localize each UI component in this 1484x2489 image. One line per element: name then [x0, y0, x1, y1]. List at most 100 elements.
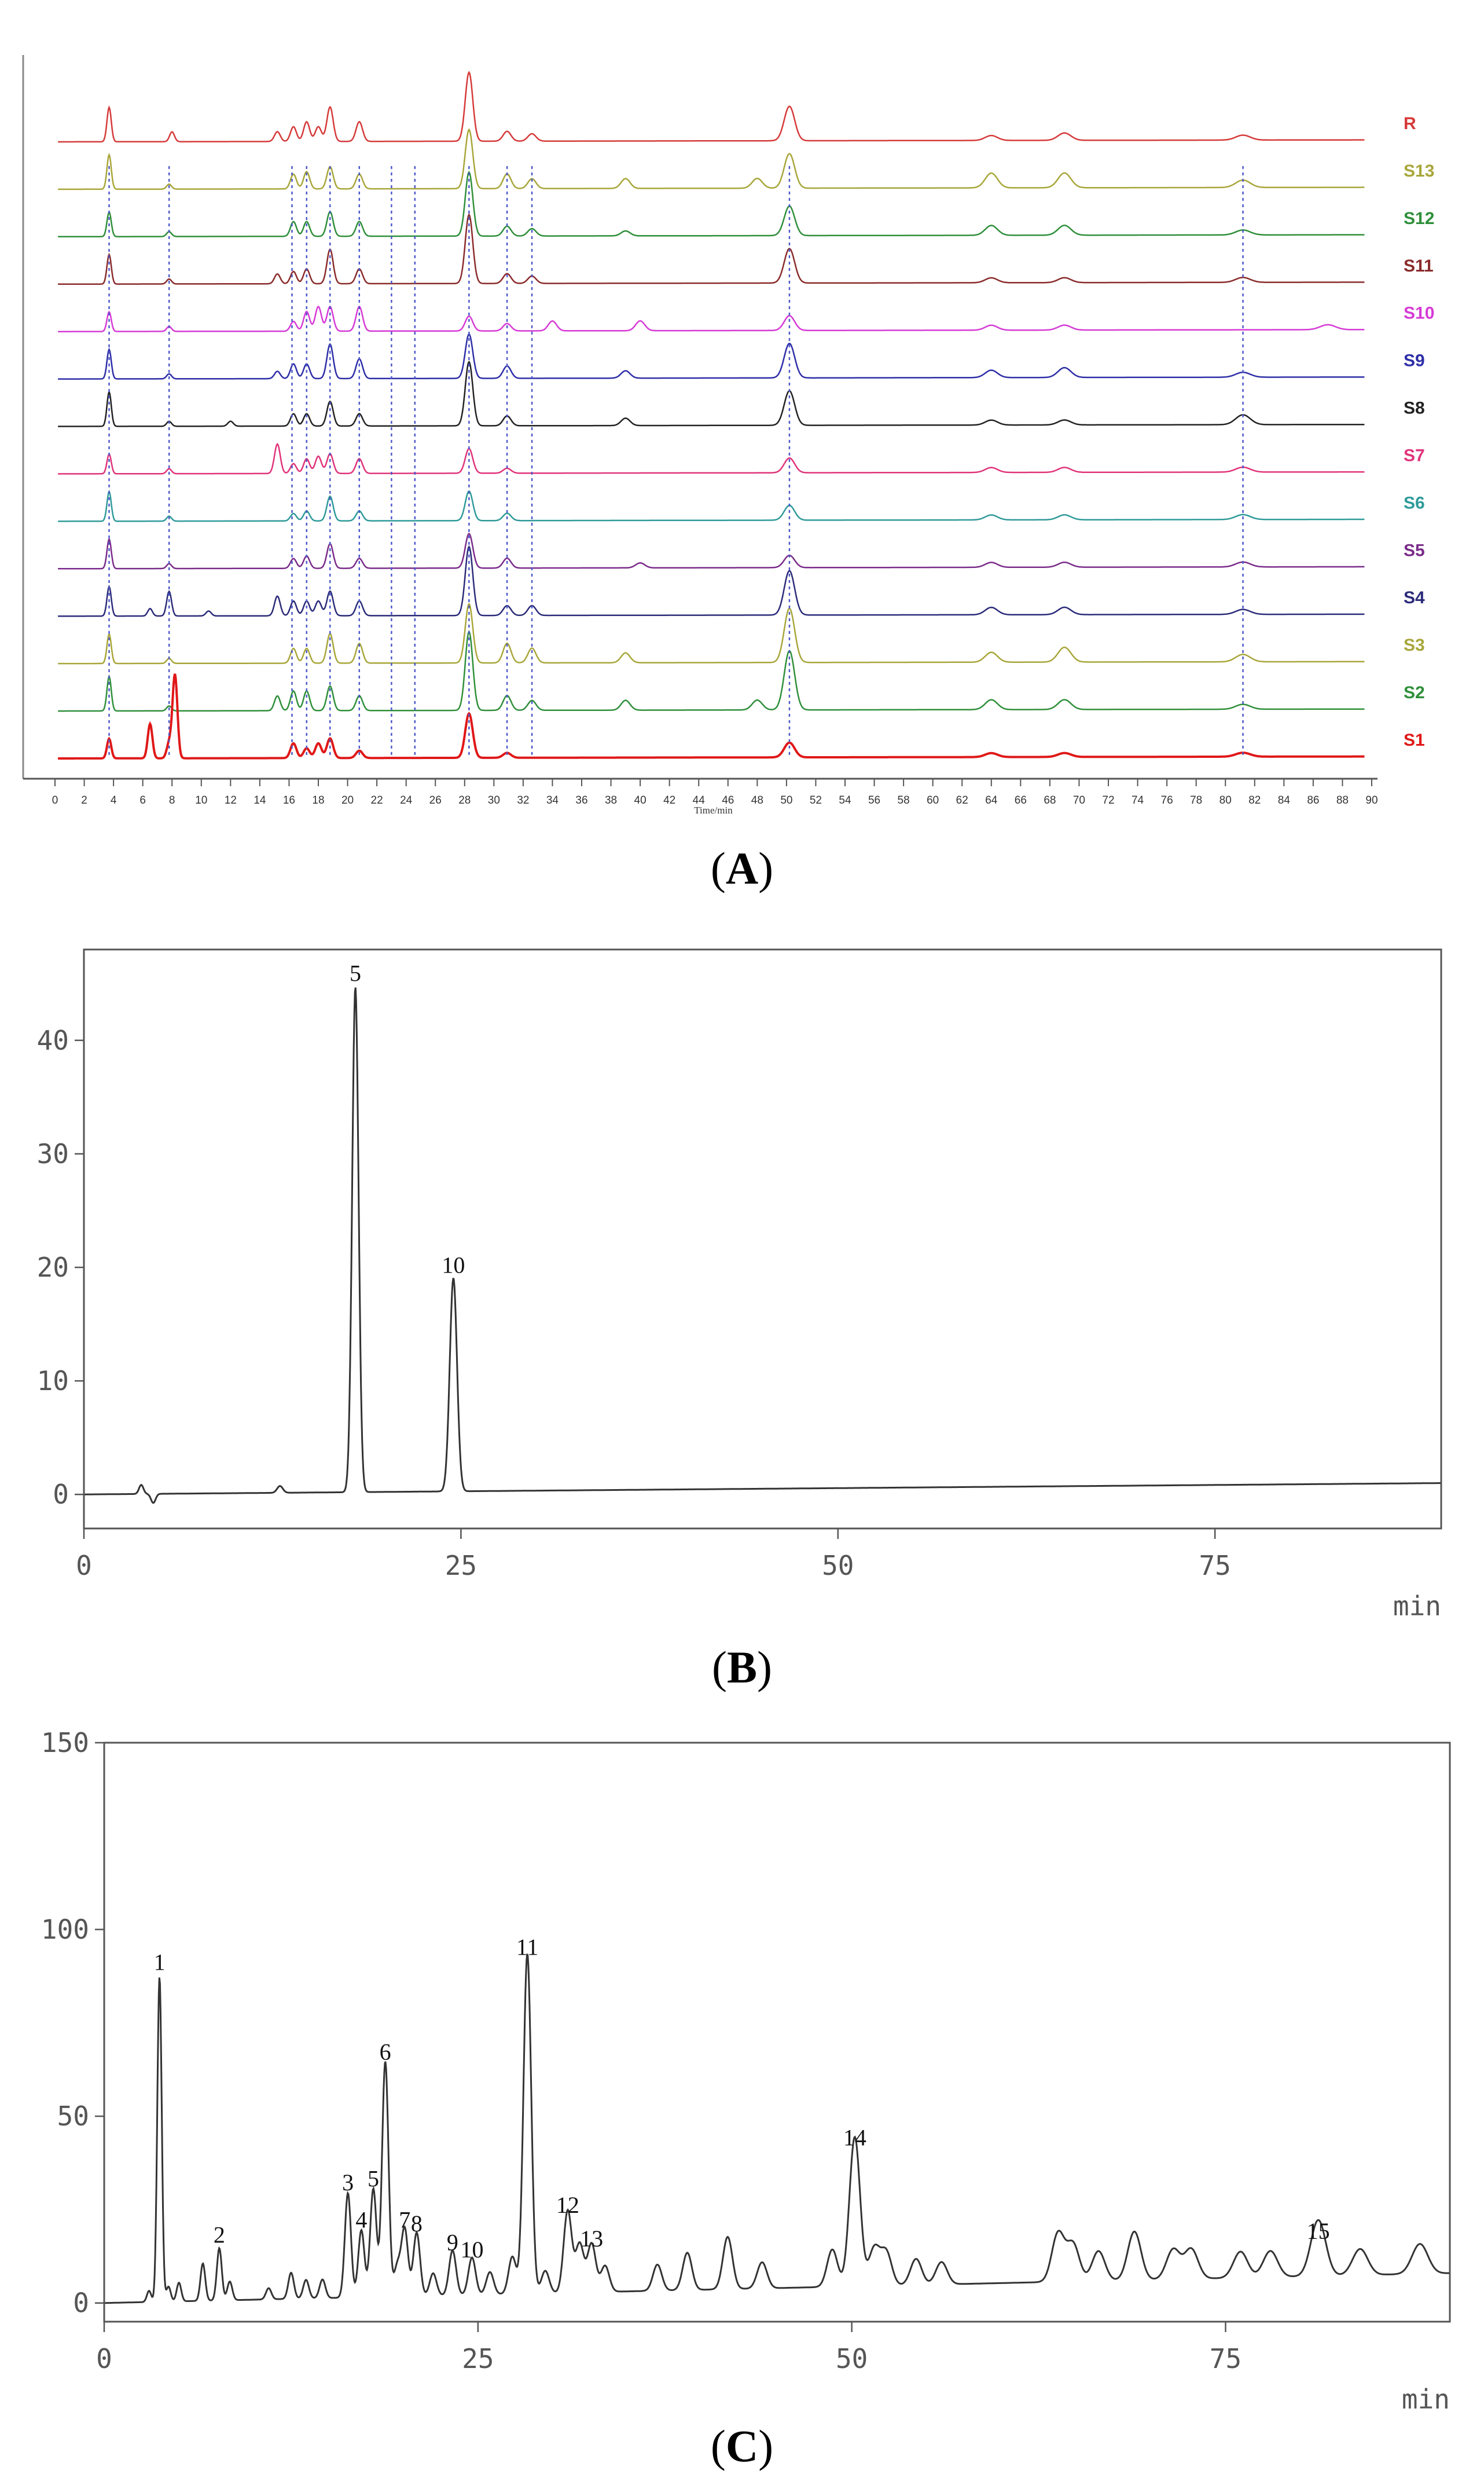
series-label-s8: S8: [1404, 399, 1425, 418]
c-x-tick-label: 75: [1210, 2343, 1241, 2374]
trace-s7: [58, 442, 1365, 475]
trace-s5: [58, 533, 1365, 570]
panel-a-x-tick-label: 84: [1278, 794, 1291, 807]
panel-a-x-tick-label: 72: [1102, 794, 1114, 807]
b-signal-line: [85, 987, 1441, 1504]
panel-a-x-tick-label: 88: [1336, 794, 1349, 807]
panel-a-x-tick-label: 82: [1248, 794, 1261, 807]
panel-a-x-tick-label: 62: [956, 794, 968, 807]
panel-a-x-tick-label: 52: [810, 794, 822, 807]
c-y-tick-label: 50: [57, 2101, 89, 2132]
panel-a-x-tick-label: 6: [139, 794, 146, 807]
c-peak-label-1: 1: [154, 1949, 166, 1975]
panel-c-frame: [103, 1742, 1451, 2323]
panel-c-caption: (C): [710, 2421, 774, 2471]
panel-a-caption: (A): [710, 843, 774, 893]
panel-a-x-tick-label: 46: [722, 794, 734, 807]
c-peak-label-3: 3: [342, 2169, 354, 2195]
c-y-tick-label: 150: [41, 1727, 89, 1758]
panel-a-x-tick-label: 30: [488, 794, 500, 807]
trace-s13: [58, 128, 1365, 190]
panel-a-x-tick-label: 8: [169, 794, 175, 807]
trace-s9: [58, 333, 1365, 380]
series-label-s4: S4: [1404, 588, 1425, 607]
c-x-tick-label: 25: [462, 2343, 494, 2374]
series-label-s10: S10: [1404, 304, 1434, 323]
c-peak-label-6: 6: [380, 2039, 391, 2065]
c-x-tick-label: 0: [96, 2343, 112, 2374]
panel-a-x-tick-label: 28: [458, 794, 471, 807]
panel-a-x-tick-label: 90: [1365, 794, 1378, 807]
panel-a-x-tick-label: 64: [985, 794, 998, 807]
series-label-s7: S7: [1404, 446, 1425, 465]
panel-a-x-axis-label: Time/min: [694, 805, 733, 816]
panel-a-x-tick-label: 26: [429, 794, 442, 807]
c-peak-label-9: 9: [447, 2229, 458, 2255]
panel-a-x-tick-label: 78: [1190, 794, 1202, 807]
series-label-s1: S1: [1404, 731, 1425, 750]
c-peak-label-7: 7: [399, 2207, 410, 2233]
b-x-axis-label: min: [1393, 1590, 1441, 1622]
c-peak-label-13: 13: [580, 2226, 603, 2252]
trace-s4: [58, 545, 1365, 617]
b-x-tick-label: 25: [445, 1550, 477, 1581]
panel-c-trace: [105, 1953, 1450, 2304]
panel-a-x-tick-label: 58: [898, 794, 910, 807]
panel-a-x-tick-label: 32: [517, 794, 529, 807]
trace-s10: [58, 305, 1365, 332]
panel-a-x-tick-label: 2: [81, 794, 87, 807]
b-x-tick-label: 75: [1199, 1550, 1230, 1581]
panel-b-peak-labels: 5 10: [350, 961, 465, 1278]
trace-s1: [58, 673, 1365, 760]
b-y-tick-label: 20: [37, 1252, 69, 1283]
panel-a-x-tick-label: 86: [1307, 794, 1319, 807]
c-plot-frame: [103, 1742, 1451, 2323]
c-peak-label-4: 4: [355, 2207, 367, 2233]
panel-a-x-tick-label: 54: [839, 794, 851, 807]
c-signal-line: [105, 1953, 1450, 2304]
c-peak-label-11: 11: [516, 1934, 539, 1960]
c-peak-label-12: 12: [556, 2192, 579, 2218]
b-x-tick-label: 50: [822, 1550, 854, 1581]
trace-s8: [58, 360, 1365, 427]
panel-a-x-tick-label: 22: [371, 794, 383, 807]
panel-a-x-tick-label: 18: [312, 794, 324, 807]
b-peak-label-10: 10: [442, 1252, 465, 1278]
series-label-s13: S13: [1404, 162, 1434, 181]
series-label-s3: S3: [1404, 636, 1425, 655]
series-label-s12: S12: [1404, 209, 1434, 228]
trace-s12: [58, 170, 1365, 238]
c-peak-label-8: 8: [411, 2211, 423, 2237]
panel-a-x-tick-label: 20: [341, 794, 354, 807]
panel-a-x-tick-label: 48: [751, 794, 763, 807]
panel-a-x-tick-label: 16: [283, 794, 295, 807]
c-peak-label-10: 10: [461, 2237, 484, 2263]
panel-b-trace: [85, 987, 1441, 1504]
panel-a-x-tick-label: 12: [225, 794, 237, 807]
panel-a-x-tick-label: 68: [1044, 794, 1056, 807]
c-y-tick-label: 100: [41, 1914, 89, 1945]
trace-s11: [58, 213, 1365, 285]
series-label-r: R: [1404, 114, 1416, 133]
panel-a-x-tick-label: 40: [634, 794, 647, 807]
panel-a-x-tick-label: 36: [575, 794, 587, 807]
series-label-s9: S9: [1404, 351, 1425, 371]
panel-a-x-tick-label: 4: [111, 794, 117, 807]
c-peak-label-5: 5: [368, 2166, 379, 2192]
trace-s3: [58, 602, 1365, 665]
b-y-tick-label: 0: [53, 1479, 69, 1510]
panel-a-x-tick-label: 24: [400, 794, 413, 807]
panel-a-x-tick-label: 70: [1073, 794, 1085, 807]
panel-a-x-tick-label: 10: [195, 794, 207, 807]
c-x-axis-label: min: [1402, 2384, 1450, 2415]
panel-a-x-tick-label: 42: [663, 794, 675, 807]
series-label-s6: S6: [1404, 493, 1425, 512]
series-label-s5: S5: [1404, 541, 1425, 560]
panel-a-x-axis: 0 2 4 6 8 10 12 14 16 18 20 22 24 26 28 30 32 34 36 38 40 42 4…: [22, 55, 1378, 816]
b-y-tick-label: 30: [37, 1138, 69, 1170]
panel-a-x-tick-label: 56: [868, 794, 880, 807]
c-peak-label-15: 15: [1307, 2218, 1330, 2244]
panel-a-x-tick-label: 50: [780, 794, 792, 807]
b-x-tick-label: 0: [76, 1550, 92, 1581]
